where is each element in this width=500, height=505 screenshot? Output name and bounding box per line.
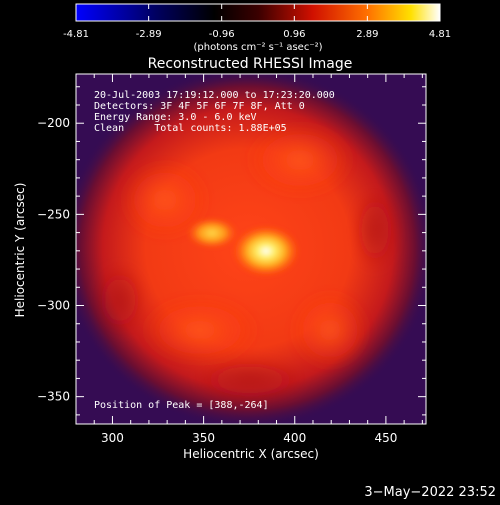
plot-title: Reconstructed RHESSI Image <box>148 56 353 72</box>
colorbar: -4.81 -2.89 -0.96 0.96 2.89 4.81 (photons cm⁻… <box>63 3 451 53</box>
colorbar-tick-label: 0.96 <box>283 29 305 40</box>
y-tick-label: −350 <box>37 390 70 404</box>
colorbar-ticks <box>75 4 441 21</box>
flare-source <box>186 217 300 277</box>
x-tick-label: 400 <box>283 431 306 445</box>
info-time-range: 20-Jul-2003 17:19:12.000 to 17:23:20.000 <box>94 90 335 101</box>
colorbar-tick-labels: -4.81 -2.89 -0.96 0.96 2.89 4.81 <box>63 29 451 40</box>
info-clean-counts: Clean Total counts: 1.88E+05 <box>94 123 287 134</box>
colorbar-tick-label: -2.89 <box>136 29 162 40</box>
y-axis-ticks <box>76 86 426 416</box>
flare-secondary-source <box>186 217 238 249</box>
x-axis-tick-labels: 300 350 400 450 <box>101 431 397 445</box>
emission-blob <box>245 122 355 198</box>
colorbar-units-label: (photons cm⁻² s⁻¹ asec⁻²) <box>193 42 322 53</box>
y-tick-label: −200 <box>37 116 70 130</box>
colorbar-tick-label: 2.89 <box>356 29 378 40</box>
info-detectors: Detectors: 3F 4F 5F 6F 7F 8F, Att 0 <box>94 101 305 112</box>
x-tick-label: 450 <box>374 431 397 445</box>
emission-blob <box>120 160 210 240</box>
peak-position-label: Position of Peak = [388,-264] <box>94 400 269 411</box>
emission-blob <box>140 295 260 365</box>
observation-info: 20-Jul-2003 17:19:12.000 to 17:23:20.000… <box>94 90 335 134</box>
footer-timestamp: 3−May−2022 23:52 <box>364 485 496 500</box>
y-tick-label: −300 <box>37 299 70 313</box>
y-axis-label: Heliocentric Y (arcsec) <box>13 183 27 318</box>
x-axis-label: Heliocentric X (arcsec) <box>183 447 319 461</box>
emission-blob <box>290 290 370 370</box>
emission-dark-patch <box>353 190 397 270</box>
colorbar-tick-label: -4.81 <box>63 29 89 40</box>
colorbar-gradient <box>75 3 441 22</box>
flare-peak-source <box>232 225 300 277</box>
x-axis-ticks <box>93 74 423 424</box>
emission-dark-patch <box>195 358 305 402</box>
x-tick-label: 350 <box>192 431 215 445</box>
emission-texture <box>95 122 397 402</box>
colorbar-tick-label: -0.96 <box>209 29 235 40</box>
colorbar-tick-label: 4.81 <box>429 29 451 40</box>
plot-frame <box>75 73 427 425</box>
x-tick-label: 300 <box>101 431 124 445</box>
y-tick-label: −250 <box>37 207 70 221</box>
emission-dark-patch <box>95 265 145 335</box>
info-energy-range: Energy Range: 3.0 - 6.0 keV <box>94 112 257 123</box>
y-axis-tick-labels: −200 −250 −300 −350 <box>37 116 70 403</box>
solar-image <box>76 74 426 424</box>
